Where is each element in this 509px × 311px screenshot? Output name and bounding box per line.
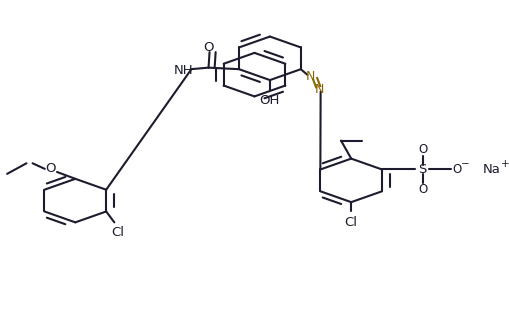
Text: +: +: [501, 159, 509, 169]
Text: N: N: [315, 83, 324, 96]
Text: O: O: [46, 162, 56, 175]
Text: NH: NH: [173, 64, 193, 77]
Text: O: O: [203, 41, 214, 54]
Text: N: N: [305, 71, 315, 83]
Text: O: O: [418, 183, 428, 196]
Text: Cl: Cl: [345, 216, 358, 229]
Text: Cl: Cl: [111, 226, 124, 239]
Text: O: O: [418, 143, 428, 156]
Text: −: −: [461, 159, 470, 169]
Text: OH: OH: [260, 95, 280, 107]
Text: O: O: [453, 163, 462, 176]
Text: Na: Na: [483, 163, 501, 176]
Text: S: S: [418, 163, 427, 176]
